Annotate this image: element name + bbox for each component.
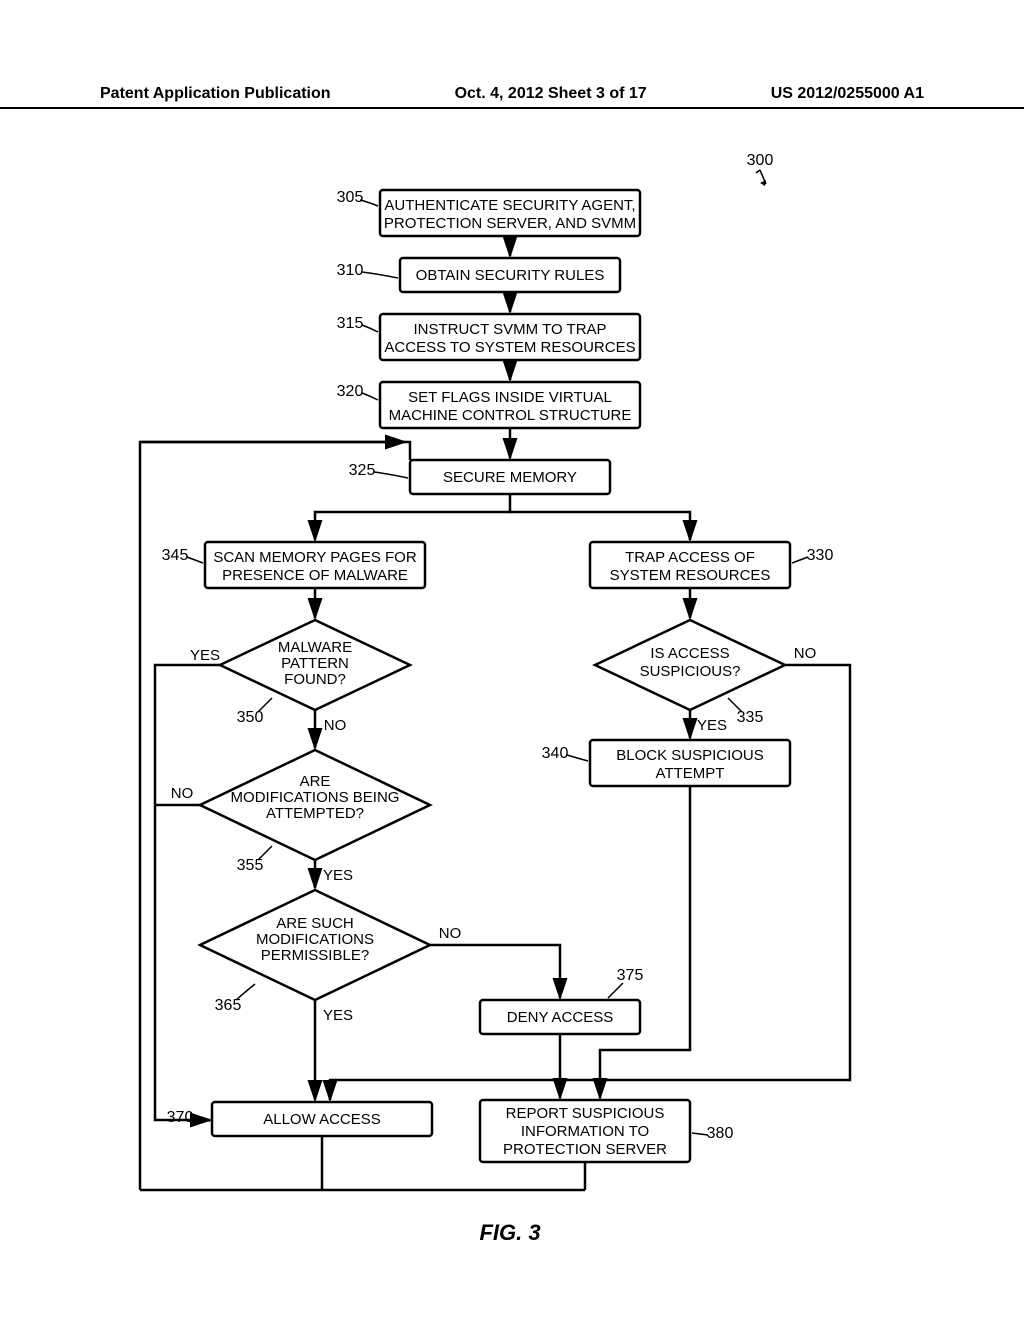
- n325-l1: SECURE MEMORY: [443, 469, 577, 486]
- n365-yes: YES: [323, 1007, 353, 1024]
- n345-l1: SCAN MEMORY PAGES FOR: [213, 549, 417, 566]
- n330-l1: TRAP ACCESS OF: [625, 549, 755, 566]
- n345-l2: PRESENCE OF MALWARE: [222, 567, 408, 584]
- n375-num: 375: [617, 967, 644, 984]
- header-center: Oct. 4, 2012 Sheet 3 of 17: [455, 85, 647, 103]
- n350-l2: PATTERN: [281, 655, 349, 672]
- flowchart-svg: 300 AUTHENTICATE SECURITY AGENT, PROTECT…: [100, 140, 924, 1280]
- diagram-number: 300: [747, 152, 774, 169]
- n350-no: NO: [324, 717, 347, 734]
- n330-l2: SYSTEM RESOURCES: [610, 567, 771, 584]
- n320-l2: MACHINE CONTROL STRUCTURE: [389, 407, 632, 424]
- n305-l2: PROTECTION SERVER, AND SVMM: [384, 215, 636, 232]
- n315-l2: ACCESS TO SYSTEM RESOURCES: [384, 339, 635, 356]
- n365-no: NO: [439, 925, 462, 942]
- n310-num: 310: [337, 262, 364, 279]
- n315-num: 315: [337, 315, 364, 332]
- n340-num: 340: [542, 745, 569, 762]
- n380-l1: REPORT SUSPICIOUS: [506, 1105, 665, 1122]
- n380-l3: PROTECTION SERVER: [503, 1141, 667, 1158]
- n355-l1: ARE: [300, 773, 331, 790]
- n305-l1: AUTHENTICATE SECURITY AGENT,: [384, 197, 635, 214]
- page-header: Patent Application Publication Oct. 4, 2…: [0, 85, 1024, 109]
- figure-label: FIG. 3: [479, 1220, 540, 1245]
- n340-l1: BLOCK SUSPICIOUS: [616, 747, 764, 764]
- n350-yes: YES: [190, 647, 220, 664]
- n335-no: NO: [794, 645, 817, 662]
- n365-l1: ARE SUCH: [276, 915, 354, 932]
- patent-page: Patent Application Publication Oct. 4, 2…: [0, 0, 1024, 1320]
- n315-l1: INSTRUCT SVMM TO TRAP: [413, 321, 606, 338]
- n305-num: 305: [337, 189, 364, 206]
- n335-l2: SUSPICIOUS?: [640, 663, 741, 680]
- n365-l3: PERMISSIBLE?: [261, 947, 369, 964]
- n320-num: 320: [337, 383, 364, 400]
- n355-l3: ATTEMPTED?: [266, 805, 364, 822]
- n335-yes: YES: [697, 717, 727, 734]
- n345-num: 345: [162, 547, 189, 564]
- n355-no: NO: [171, 785, 194, 802]
- header-left: Patent Application Publication: [100, 85, 331, 103]
- n330-num: 330: [807, 547, 834, 564]
- n370-num: 370: [167, 1109, 194, 1126]
- n325-num: 325: [349, 462, 376, 479]
- n355-l2: MODIFICATIONS BEING: [231, 789, 400, 806]
- n355-yes: YES: [323, 867, 353, 884]
- n365-l2: MODIFICATIONS: [256, 931, 374, 948]
- n370-l1: ALLOW ACCESS: [263, 1111, 381, 1128]
- n340-l2: ATTEMPT: [656, 765, 725, 782]
- n380-l2: INFORMATION TO: [521, 1123, 649, 1140]
- n350-l3: FOUND?: [284, 671, 346, 688]
- n310-l1: OBTAIN SECURITY RULES: [416, 267, 605, 284]
- header-right: US 2012/0255000 A1: [771, 85, 924, 103]
- n335-l1: IS ACCESS: [650, 645, 729, 662]
- n350-l1: MALWARE: [278, 639, 352, 656]
- n380-num: 380: [707, 1125, 734, 1142]
- n320-l1: SET FLAGS INSIDE VIRTUAL: [408, 389, 612, 406]
- n375-l1: DENY ACCESS: [507, 1009, 613, 1026]
